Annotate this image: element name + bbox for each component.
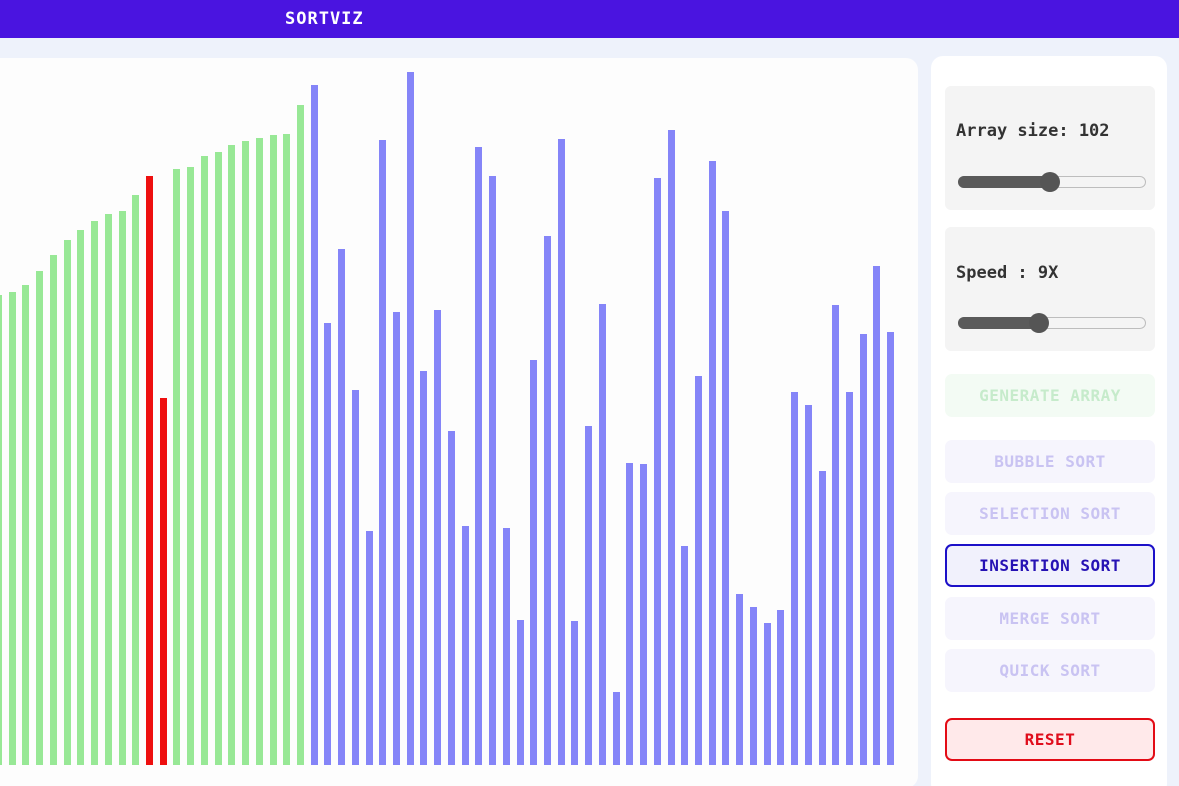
array-bar	[105, 214, 112, 765]
array-size-control: Array size: 102	[945, 86, 1155, 210]
array-bar	[462, 526, 469, 765]
array-bar	[338, 249, 345, 765]
array-bar	[379, 140, 386, 765]
array-bar	[722, 211, 729, 765]
array-bar	[764, 623, 771, 765]
array-bar	[146, 176, 153, 765]
array-bar	[544, 236, 551, 765]
array-bar	[187, 167, 194, 765]
array-bar	[681, 546, 688, 765]
array-bar	[36, 271, 43, 765]
array-bar	[9, 292, 16, 765]
array-bar	[215, 152, 222, 765]
bubble-sort-button[interactable]: BUBBLE SORT	[945, 440, 1155, 483]
array-bar	[475, 147, 482, 765]
array-size-slider[interactable]	[958, 172, 1146, 192]
array-bar	[846, 392, 853, 765]
array-bar	[530, 360, 537, 765]
array-bar	[242, 141, 249, 765]
array-size-slider-thumb[interactable]	[1040, 172, 1061, 192]
array-bar	[613, 692, 620, 765]
array-bar	[77, 230, 84, 765]
array-bar	[407, 72, 414, 765]
selection-sort-button[interactable]: SELECTION SORT	[945, 492, 1155, 535]
speed-slider-thumb[interactable]	[1028, 313, 1049, 333]
array-bar	[352, 390, 359, 765]
array-bar	[256, 138, 263, 765]
array-bar	[695, 376, 702, 765]
quick-sort-button[interactable]: QUICK SORT	[945, 649, 1155, 692]
array-bar	[791, 392, 798, 765]
array-bar	[132, 195, 139, 765]
array-bar	[517, 620, 524, 765]
array-bar	[873, 266, 880, 765]
reset-button[interactable]: RESET	[945, 718, 1155, 761]
array-bar	[626, 463, 633, 765]
array-bar	[270, 135, 277, 765]
array-bar	[887, 332, 894, 765]
array-bar	[91, 221, 98, 765]
array-bar	[173, 169, 180, 765]
array-bar	[160, 398, 167, 765]
array-bar	[393, 312, 400, 765]
array-bar	[777, 610, 784, 765]
insertion-sort-button[interactable]: INSERTION SORT	[945, 544, 1155, 587]
array-bar	[489, 176, 496, 765]
array-size-label: Array size: 102	[956, 121, 1110, 141]
top-navbar: SORTVIZ	[0, 0, 1179, 38]
array-bar	[832, 305, 839, 765]
array-bar	[311, 85, 318, 765]
array-size-slider-fill	[958, 176, 1051, 188]
array-bar	[283, 134, 290, 765]
app-title: SORTVIZ	[285, 9, 364, 29]
speed-slider[interactable]	[958, 313, 1146, 333]
array-bar	[503, 528, 510, 765]
array-bar	[366, 531, 373, 765]
array-bar	[448, 431, 455, 765]
array-bar	[640, 464, 647, 765]
array-bar	[668, 130, 675, 765]
array-bar	[119, 211, 126, 765]
generate-array-button[interactable]: GENERATE ARRAY	[945, 374, 1155, 417]
array-bar	[201, 156, 208, 765]
array-bar	[324, 323, 331, 765]
array-bar	[228, 145, 235, 765]
array-bar	[50, 255, 57, 765]
speed-control: Speed : 9X	[945, 227, 1155, 351]
array-bar	[805, 405, 812, 765]
speed-slider-fill	[958, 317, 1039, 329]
array-bar	[585, 426, 592, 765]
array-bar	[558, 139, 565, 765]
array-bar	[709, 161, 716, 765]
array-bar	[860, 334, 867, 765]
speed-label: Speed : 9X	[956, 263, 1059, 283]
array-bar	[420, 371, 427, 765]
array-bar	[599, 304, 606, 765]
array-bar	[819, 471, 826, 765]
array-bar	[434, 310, 441, 765]
merge-sort-button[interactable]: MERGE SORT	[945, 597, 1155, 640]
array-bar	[64, 240, 71, 765]
array-bar	[736, 594, 743, 765]
array-bar	[0, 295, 2, 765]
array-bar	[571, 621, 578, 765]
array-bar	[750, 607, 757, 765]
array-bar	[22, 285, 29, 765]
array-bar	[297, 105, 304, 765]
array-bar	[654, 178, 661, 765]
